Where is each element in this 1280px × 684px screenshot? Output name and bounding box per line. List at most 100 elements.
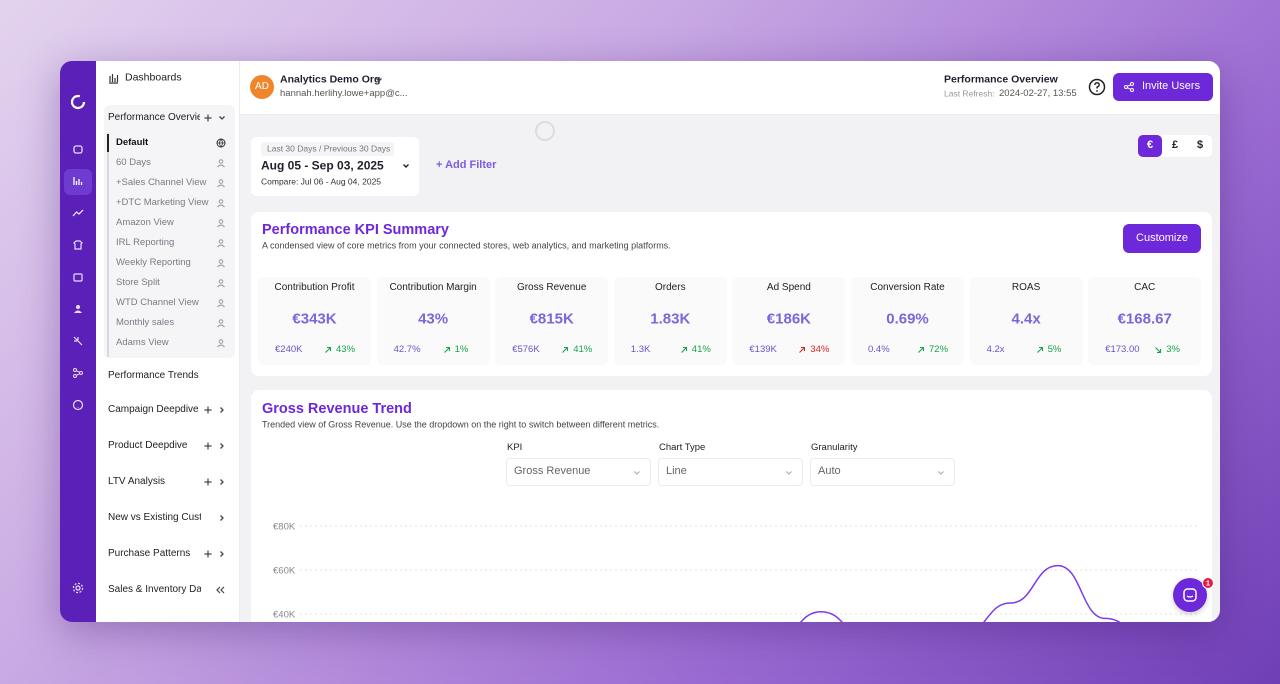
icon-part [220,479,224,485]
icon-part [218,219,224,224]
icon-part [217,284,225,288]
icon-part [73,177,83,185]
icon-part [1127,84,1131,90]
user-email: hannah.herlihy.lowe+app@c... [280,88,408,100]
add-filter[interactable]: + Add Filter [436,159,497,172]
invite-label[interactable]: Invite Users [1142,80,1201,93]
date-picker[interactable]: Last 30 Days / Previous 30 Days Aug 05 - … [251,137,419,196]
icon-part [220,551,224,557]
rail-icon [73,273,83,282]
sidebar-section[interactable]: Sales & Inventory Dashboard [108,583,201,595]
icon-part [204,442,212,450]
icon-part [73,336,83,346]
kpi-value: 43% [418,310,449,328]
kpi-previous: €173.00 [1105,344,1140,356]
shared-icon [217,179,225,188]
dashboard-item[interactable]: Monthly sales [116,317,175,329]
chevron-icon [376,78,382,82]
dashboard-item[interactable]: Adams View [116,337,169,349]
kpi-name: Contribution Margin [389,281,477,293]
icon-part [218,259,224,264]
kpi-change: 41% [573,344,593,356]
badge-count: 1 [1205,578,1211,588]
icon-part [218,239,224,244]
trend-panel: Gross Revenue Trend Trended view of Gross… [251,390,1212,622]
kpi-name: CAC [1134,281,1156,293]
rail-icon [73,145,83,154]
currency-toggle: € £ $ [1138,135,1212,157]
kpi-value: €343K [292,310,337,328]
shared-icon [217,319,225,328]
invite-button[interactable]: Invite Users [1113,73,1213,101]
icon-part [1096,90,1098,92]
top-bar [240,61,1220,115]
currency-option[interactable]: $ [1188,135,1212,157]
kpi-card: Contribution Margin 43% 42.7% 1% [376,277,490,365]
customize-label[interactable]: Customize [1136,231,1188,244]
dropdown[interactable]: Gross Revenue [506,458,651,486]
kpi-value: €186K [766,310,811,328]
dashboard-item[interactable]: +Sales Channel View [116,177,207,189]
kpi-previous: 0.4% [868,344,890,356]
icon-part [1186,595,1194,598]
icon-part [938,471,944,475]
shared-icon [217,279,225,288]
icon-part [109,74,119,84]
icon-part [325,346,332,353]
currency-option[interactable]: € [1138,135,1162,157]
sidebar-section[interactable]: New vs Existing Customers [108,511,201,523]
plus-icon [204,550,212,558]
icon-part [217,244,225,248]
sidebar-section[interactable]: Campaign Deepdive [108,403,199,415]
section-subtitle: Trended view of Gross Revenue. Use the d… [262,419,660,430]
dropdown[interactable]: Line [658,458,803,486]
customize-button[interactable]: Customize [1123,224,1201,253]
icon-part [217,138,225,148]
icon-part [73,273,83,282]
notification-badge [1202,577,1214,589]
icon-part [562,346,569,353]
dashboard-item[interactable]: Weekly Reporting [116,257,191,269]
shared-icon [217,199,225,208]
dropdown[interactable]: Auto [810,458,955,486]
dashboard-item[interactable]: IRL Reporting [116,237,175,249]
currency-symbol: $ [1196,139,1204,152]
icon-part [74,310,82,313]
chevron-icon [403,164,409,168]
group-title[interactable]: Performance Overview [108,111,200,123]
icon-part [217,344,225,348]
rail-icon [72,399,84,411]
dashboard-item[interactable]: Default [116,137,149,149]
sidebar-section[interactable]: Product Deepdive [108,439,188,451]
currency-option[interactable]: £ [1163,135,1187,157]
icon-part [680,346,687,353]
compare-range: Compare: Jul 06 - Aug 04, 2025 [261,176,382,187]
dashboard-item[interactable]: 60 Days [116,157,151,169]
chat-button[interactable] [1173,578,1207,612]
plus-icon [204,478,212,486]
kpi-name: Orders [655,281,686,293]
sidebar-section[interactable]: Purchase Patterns [108,547,191,559]
icon-part [217,324,225,328]
section-title: Performance KPI Summary [262,221,449,238]
dashboard-item[interactable]: +DTC Marketing View [116,197,209,209]
sidebar-section[interactable]: Performance Trends [108,369,199,381]
sidebar-section[interactable]: LTV Analysis [108,475,166,487]
kpi-change: 3% [1166,344,1180,356]
icon-part [79,371,83,375]
kpi-card: CAC €168.67 €173.00 3% [1088,277,1202,365]
kpi-change: 43% [336,344,356,356]
icon-part [220,443,224,449]
dashboard-item[interactable]: Amazon View [116,217,174,229]
plus-icon [204,442,212,450]
kpi-change: 34% [810,344,830,356]
dashboard-item[interactable]: WTD Channel View [116,297,199,309]
icon-part [217,204,225,208]
dashboard-item[interactable]: Store Split [116,277,160,289]
app-window: Dashboards Performance Overview Default 60 … [60,61,1220,622]
kpi-change: 1% [454,344,469,356]
icon-part [220,407,224,413]
org-name[interactable]: Analytics Demo Org [280,73,381,86]
kpi-previous: 4.2x [986,344,1005,356]
